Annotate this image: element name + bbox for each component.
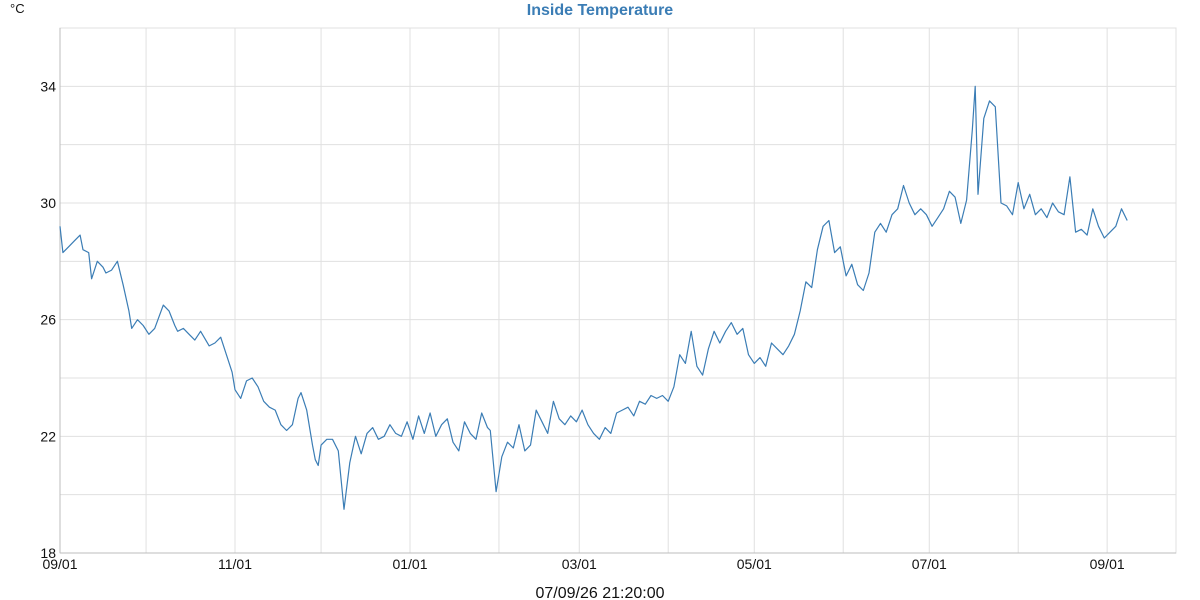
x-tick-label: 03/01 bbox=[562, 556, 597, 572]
y-tick-label: 30 bbox=[40, 195, 56, 211]
chart-title: Inside Temperature bbox=[527, 2, 674, 19]
y-axis-ticks: 18 22 26 30 34 bbox=[40, 78, 56, 561]
x-tick-label: 09/01 bbox=[1090, 556, 1125, 572]
timestamp-footer: 07/09/26 21:20:00 bbox=[535, 585, 664, 600]
x-tick-label: 05/01 bbox=[737, 556, 772, 572]
x-tick-label: 09/01 bbox=[42, 556, 77, 572]
y-tick-label: 18 bbox=[40, 545, 56, 561]
y-tick-label: 26 bbox=[40, 312, 56, 328]
series-group bbox=[59, 85, 1128, 510]
plot-frame bbox=[59, 27, 1177, 554]
y-tick-label: 34 bbox=[40, 78, 56, 94]
x-tick-label: 07/01 bbox=[912, 556, 947, 572]
y-axis-unit: °C bbox=[10, 1, 25, 16]
x-tick-label: 11/01 bbox=[218, 556, 252, 572]
temperature-line bbox=[59, 85, 1128, 510]
x-tick-label: 01/01 bbox=[392, 556, 427, 572]
x-axis-ticks: 09/01 11/01 01/01 03/01 05/01 07/01 09/01 bbox=[42, 556, 1124, 572]
y-tick-label: 22 bbox=[40, 428, 56, 444]
grid bbox=[59, 27, 1177, 554]
